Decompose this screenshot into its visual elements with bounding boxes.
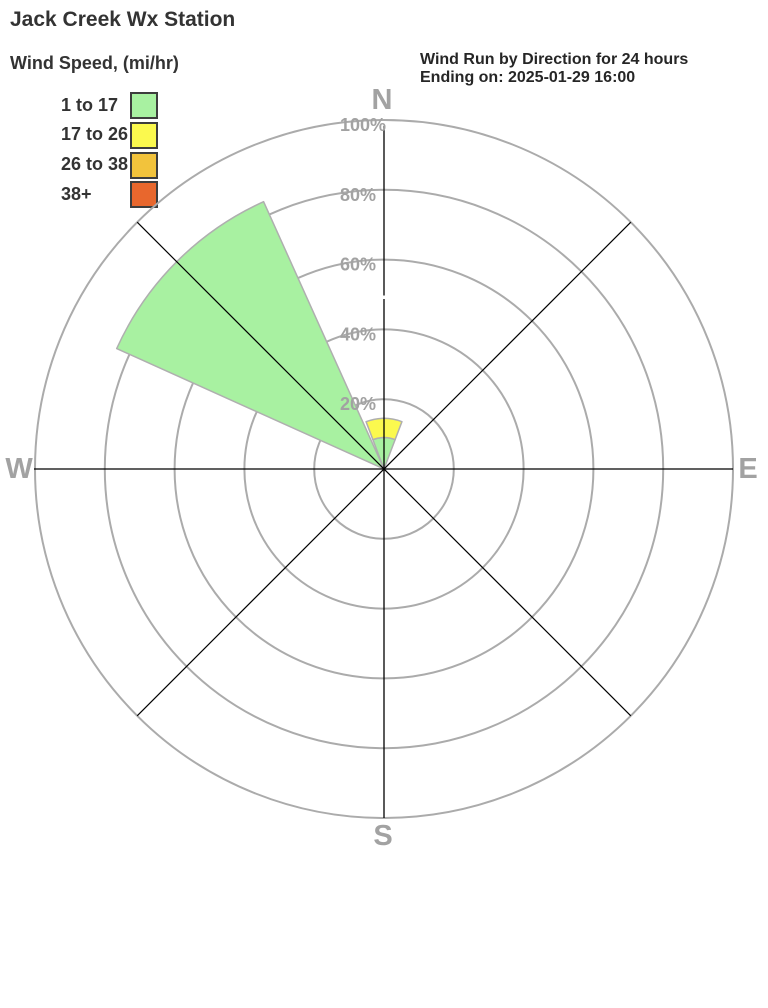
- legend-item-label: 26 to 38: [61, 154, 129, 175]
- legend-item-label: 17 to 26: [61, 124, 129, 145]
- ring-tick-label-80: 80%: [340, 185, 376, 205]
- legend-swatch: [130, 121, 158, 149]
- axis-ne-sw: [136, 221, 632, 717]
- compass-label-W: W: [5, 453, 33, 485]
- compass-label-E: E: [738, 453, 757, 485]
- legend-item-label: 1 to 17: [61, 94, 119, 115]
- legend-swatch: [130, 181, 158, 209]
- compass-label-S: S: [373, 820, 392, 852]
- ring-tick-label-40: 40%: [340, 324, 376, 344]
- station-title: Jack Creek Wx Station: [10, 8, 236, 31]
- legend-swatch: [130, 92, 158, 119]
- compass-label-N: N: [372, 84, 393, 116]
- legend-title: Wind Speed, (mi/hr): [10, 53, 179, 73]
- chart-subtitle: Ending on: 2025-01-29 16:00: [420, 69, 636, 86]
- chart-header: Wind Run by Direction for 24 hours Endin…: [420, 51, 688, 87]
- legend-swatch: [130, 151, 158, 179]
- chart-title: Wind Run by Direction for 24 hours: [420, 51, 689, 68]
- ring-tick-label-60: 60%: [340, 255, 376, 275]
- legend-item-label: 38+: [61, 183, 92, 204]
- ring-tick-label-20: 20%: [340, 394, 376, 414]
- ring-tick-label-100: 100%: [340, 115, 386, 135]
